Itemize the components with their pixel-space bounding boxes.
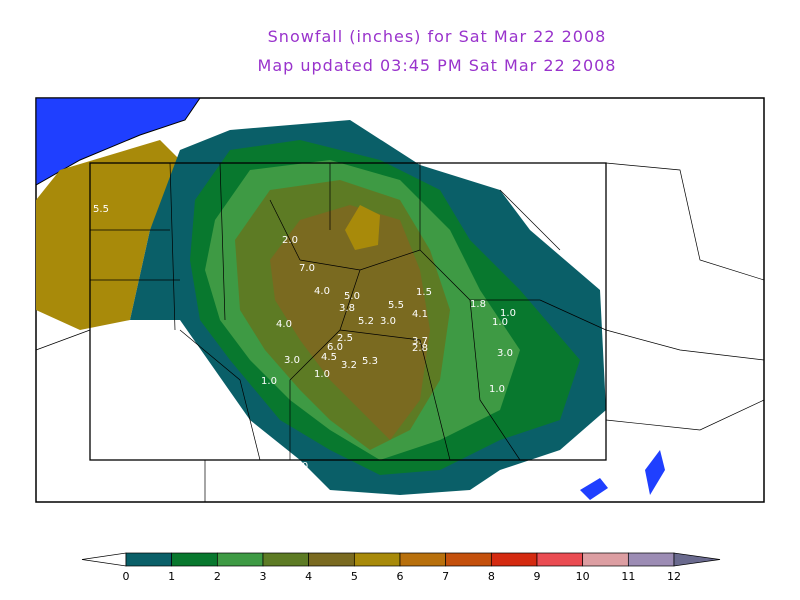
colorbar-box bbox=[627, 552, 675, 567]
station-value: 1.0 bbox=[492, 317, 508, 328]
colorbar-tick-label: 5 bbox=[351, 570, 358, 583]
water bbox=[580, 450, 665, 500]
colorbar-tick-label: 1 bbox=[168, 570, 175, 583]
station-value: 2.8 bbox=[412, 343, 428, 354]
state-border bbox=[89, 162, 607, 461]
station-value: 4.0 bbox=[276, 319, 292, 330]
colorbar-tick-label: 12 bbox=[667, 570, 681, 583]
snow-area bbox=[36, 140, 180, 330]
colorbar-box bbox=[490, 552, 538, 567]
colorbar-box bbox=[171, 552, 218, 567]
station-value: 2.5 bbox=[337, 333, 353, 344]
colorbar-tick-label: 2 bbox=[214, 570, 221, 583]
colorbar-arrow bbox=[673, 552, 721, 567]
station-value: 4.1 bbox=[412, 309, 428, 320]
station-value: 3.0 bbox=[497, 348, 513, 359]
colorbar-box bbox=[445, 552, 492, 567]
colorbar-tick-label: 4 bbox=[305, 570, 312, 583]
colorbar-box bbox=[536, 552, 584, 567]
station-value: 1.8 bbox=[470, 299, 486, 310]
station-value: 3.7 bbox=[412, 336, 428, 347]
colorbar-box bbox=[125, 552, 173, 567]
station-value: 4.5 bbox=[321, 352, 337, 363]
colorbar-tick-label: 8 bbox=[488, 570, 495, 583]
station-labels: 5.52.07.04.0 5.03.8 5.51.54.15.2 3.01.81.01… bbox=[93, 204, 516, 472]
colorbar: 0 1 2 3 4 5 6 7 8 9 10 11 12 bbox=[81, 552, 721, 583]
lake-erie bbox=[35, 97, 201, 186]
snow-area bbox=[270, 205, 430, 440]
colorbar-tick-label: 0 bbox=[123, 570, 130, 583]
station-value: 7.0 bbox=[299, 263, 315, 274]
station-value: 5.5 bbox=[93, 204, 109, 215]
colorbar-tick-label: 11 bbox=[621, 570, 635, 583]
station-value: 1.0 bbox=[500, 308, 516, 319]
colorbar-tick-label: 9 bbox=[534, 570, 541, 583]
title: Snowfall (inches) for Sat Mar 22 2008 bbox=[268, 27, 607, 46]
station-value: 3.8 bbox=[339, 303, 355, 314]
station-value: 5.2 bbox=[358, 316, 374, 327]
station-value: 5.3 bbox=[362, 356, 378, 367]
station-value: 1.0 bbox=[489, 384, 505, 395]
colorbar-box bbox=[582, 552, 629, 567]
station-value: 2.0 bbox=[282, 235, 298, 246]
station-value: 3.2 bbox=[341, 360, 357, 371]
county-lines bbox=[35, 162, 765, 502]
snow-area bbox=[345, 205, 380, 250]
station-value: 5.5 bbox=[388, 300, 404, 311]
colorbar-box bbox=[353, 552, 401, 567]
station-value: 0 bbox=[302, 461, 308, 472]
station-value: 1.5 bbox=[416, 287, 432, 298]
station-value: 3.0 bbox=[380, 316, 396, 327]
station-value: 3.0 bbox=[284, 355, 300, 366]
station-value: 5.0 bbox=[344, 291, 360, 302]
colorbar-box bbox=[216, 552, 264, 567]
colorbar-tick-label: 3 bbox=[260, 570, 267, 583]
colorbar-box bbox=[399, 552, 447, 567]
map: 5.52.07.04.0 5.03.8 5.51.54.15.2 3.01.81.01… bbox=[35, 97, 765, 503]
station-value: 6.0 bbox=[327, 342, 343, 353]
colorbar-tick-label: 10 bbox=[576, 570, 590, 583]
colorbar-arrow bbox=[81, 552, 127, 567]
station-value: 1.0 bbox=[261, 376, 277, 387]
subtitle: Map updated 03:45 PM Sat Mar 22 2008 bbox=[258, 56, 617, 75]
colorbar-tick-label: 7 bbox=[442, 570, 449, 583]
station-value: 4.0 bbox=[314, 286, 330, 297]
station-value: 1.0 bbox=[314, 369, 330, 380]
colorbar-box bbox=[308, 552, 355, 567]
colorbar-tick-label: 6 bbox=[397, 570, 404, 583]
colorbar-box bbox=[262, 552, 310, 567]
